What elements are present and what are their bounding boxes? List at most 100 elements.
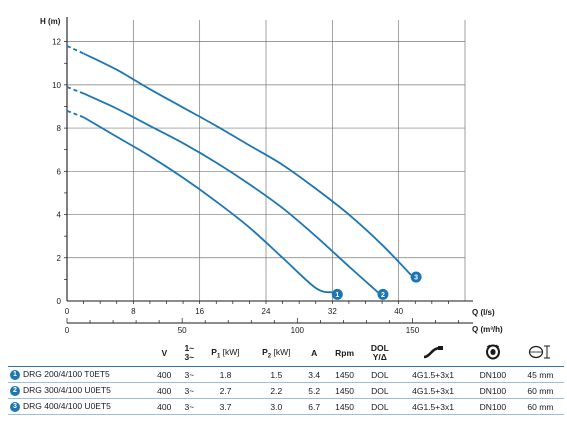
cell-phase: 3~ — [178, 382, 201, 399]
x2-tick-label: 100 — [291, 326, 305, 335]
x2-tick-label: 150 — [406, 326, 420, 335]
row-badge: 3 — [10, 401, 20, 412]
header-phase: 1~ 3~ — [178, 340, 201, 367]
table-row: 2 DRG 300/4/100 U0ET5 400 3~ 2.7 2.2 5.2 1450 DO… — [8, 382, 564, 399]
cell-start: DOL — [362, 366, 398, 383]
y-tick-label: 2 — [57, 254, 62, 263]
cell-size: 60 mm — [516, 398, 564, 415]
cell-start: DOL — [362, 382, 398, 399]
table-body: 1 DRG 200/4/100 T0ET5 400 3~ 1.8 1.5 3.4 1450 DO… — [8, 366, 564, 415]
cell-voltage: 400 — [150, 382, 179, 399]
cell-p2: 3.0 — [250, 398, 302, 415]
y-tick-label: 6 — [57, 167, 62, 176]
curve-dashed-segment — [66, 86, 84, 95]
cell-size: 60 mm — [516, 382, 564, 399]
cell-p2: 2.2 — [250, 382, 302, 399]
model-name: DRG 300/4/100 U0ET5 — [23, 385, 111, 396]
cell-p1: 2.7 — [200, 382, 251, 399]
curve-marker-2 — [377, 288, 389, 300]
grid — [67, 20, 466, 301]
header-p2-unit: [kW] — [273, 346, 291, 357]
table-row: 3 DRG 400/4/100 U0ET5 400 3~ 3.7 3.0 6.7 1450 DO… — [8, 398, 564, 415]
cell-rpm: 1450 — [326, 366, 363, 383]
y-axis-label: H (m) — [40, 17, 61, 26]
x2-tick-label: 0 — [65, 326, 70, 335]
curve-marker-label: 3 — [414, 275, 418, 282]
x-tick-label: 24 — [262, 307, 271, 316]
cell-size: 45 mm — [516, 366, 564, 383]
row-badge: 2 — [10, 385, 20, 396]
header-p2-letter: P — [262, 346, 268, 357]
cable-icon — [397, 340, 469, 367]
y-tick-label: 0 — [57, 297, 62, 306]
header-current: A — [301, 340, 327, 367]
header-phase-top: 1~ — [184, 343, 195, 353]
cell-outlet: DN100 — [469, 366, 517, 383]
header-p1: P1 [kW] — [200, 340, 251, 367]
header-phase-bottom: 3~ — [184, 352, 195, 362]
cell-current: 5.2 — [301, 382, 327, 399]
x-tick-label: 16 — [195, 307, 204, 316]
curves: 1 2 3 — [66, 45, 422, 300]
cell-p1: 1.8 — [200, 366, 251, 383]
cell-cable: 4G1.5+3x1 — [397, 382, 469, 399]
curve-marker-1 — [331, 288, 343, 300]
cell-cable: 4G1.5+3x1 — [397, 398, 469, 415]
dimension-icon — [516, 340, 564, 367]
header-p2-sub: 2 — [267, 353, 272, 360]
header-model — [8, 340, 150, 367]
x-axis-label: Q (l/s) — [472, 308, 495, 317]
cell-model: 1 DRG 200/4/100 T0ET5 — [8, 366, 150, 383]
y-tick-label: 8 — [57, 124, 62, 133]
header-rpm: Rpm — [326, 340, 363, 367]
header-start: DOL Y/Δ — [362, 340, 398, 367]
header-voltage: V — [150, 340, 179, 367]
cell-rpm: 1450 — [326, 398, 363, 415]
header-p1-unit: [kW] — [222, 346, 240, 357]
cell-p1: 3.7 — [200, 398, 251, 415]
outlet-flange-icon — [469, 340, 517, 367]
cell-cable: 4G1.5+3x1 — [397, 366, 469, 383]
row-badge: 1 — [10, 369, 20, 380]
curve-dashed-segment — [66, 109, 84, 119]
header-dol-bottom: Y/Δ — [372, 352, 387, 362]
cell-model: 2 DRG 300/4/100 U0ET5 — [8, 382, 150, 399]
cell-outlet: DN100 — [469, 382, 517, 399]
header-p1-letter: P — [211, 346, 217, 357]
model-name: DRG 200/4/100 T0ET5 — [23, 369, 110, 380]
model-name: DRG 400/4/100 U0ET5 — [23, 401, 111, 412]
cell-current: 6.7 — [301, 398, 327, 415]
cell-phase: 3~ — [178, 398, 201, 415]
pump-spec-table-wrap: V 1~ 3~ P1 [kW] P2 [kW] A Rpm DOL Y/Δ — [0, 340, 567, 420]
cell-voltage: 400 — [150, 398, 179, 415]
pump-curve-2 — [83, 92, 379, 294]
curve-dashed-segment — [66, 45, 84, 55]
cell-current: 3.4 — [301, 366, 327, 383]
x-tick-label: 0 — [65, 307, 70, 316]
x-tick-label: 32 — [328, 307, 337, 316]
table-row: 1 DRG 200/4/100 T0ET5 400 3~ 1.8 1.5 3.4 1450 DO… — [8, 366, 564, 383]
x-tick-label: 40 — [394, 307, 403, 316]
y-tick-label: 10 — [52, 81, 61, 90]
cell-phase: 3~ — [178, 366, 201, 383]
x2-tick-label: 50 — [178, 326, 187, 335]
cell-rpm: 1450 — [326, 382, 363, 399]
pump-curve-3 — [83, 52, 412, 276]
cell-outlet: DN100 — [469, 398, 517, 415]
cell-model: 3 DRG 400/4/100 U0ET5 — [8, 398, 150, 415]
header-dol-top: DOL — [370, 343, 389, 353]
y-tick-label: 4 — [57, 211, 62, 220]
pump-curve-1 — [83, 116, 333, 294]
x2-axis-label: Q (m³/h) — [472, 325, 503, 334]
cell-start: DOL — [362, 398, 398, 415]
axes — [64, 17, 473, 324]
pump-spec-table: V 1~ 3~ P1 [kW] P2 [kW] A Rpm DOL Y/Δ — [8, 340, 564, 415]
table-header-row: V 1~ 3~ P1 [kW] P2 [kW] A Rpm DOL Y/Δ — [8, 340, 564, 367]
y-tick-label: 12 — [52, 38, 61, 47]
curve-marker-label: 2 — [381, 292, 385, 299]
x-tick-label: 8 — [131, 307, 136, 316]
cell-p2: 1.5 — [250, 366, 302, 383]
curve-marker-label: 1 — [335, 292, 339, 299]
